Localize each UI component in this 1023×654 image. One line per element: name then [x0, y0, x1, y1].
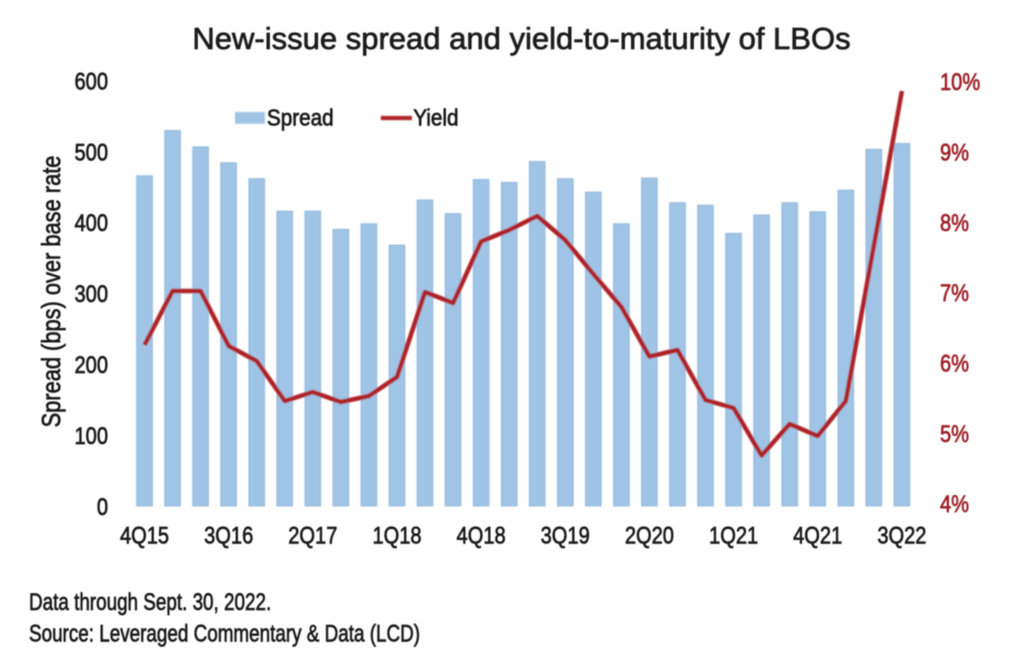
svg-text:Yield: Yield — [413, 105, 458, 131]
svg-text:7%: 7% — [940, 279, 969, 306]
svg-text:4Q21: 4Q21 — [793, 522, 842, 549]
svg-text:Data through Sept. 30, 2022.: Data through Sept. 30, 2022. — [29, 588, 271, 616]
svg-text:2Q17: 2Q17 — [288, 522, 337, 549]
svg-text:9%: 9% — [940, 139, 969, 166]
svg-text:300: 300 — [74, 280, 108, 307]
svg-text:400: 400 — [74, 209, 108, 236]
svg-text:4Q18: 4Q18 — [457, 522, 506, 549]
svg-text:0: 0 — [97, 493, 108, 520]
svg-text:10%: 10% — [940, 68, 980, 95]
svg-text:4Q15: 4Q15 — [120, 522, 169, 549]
svg-text:2Q20: 2Q20 — [625, 522, 674, 549]
svg-text:100: 100 — [74, 422, 108, 449]
svg-text:Source: Leveraged Commentary &: Source: Leveraged Commentary & Data (LCD… — [29, 619, 420, 647]
svg-text:1Q21: 1Q21 — [709, 522, 758, 549]
svg-text:3Q22: 3Q22 — [877, 522, 926, 549]
svg-text:4%: 4% — [940, 490, 969, 517]
svg-text:6%: 6% — [940, 350, 969, 377]
svg-text:500: 500 — [74, 138, 108, 165]
svg-text:200: 200 — [74, 351, 108, 378]
svg-text:8%: 8% — [940, 209, 969, 236]
svg-text:Spread (bps) over base rate: Spread (bps) over base rate — [37, 156, 66, 428]
svg-text:5%: 5% — [940, 420, 969, 447]
svg-text:New-issue spread and yield-to-: New-issue spread and yield-to-maturity o… — [192, 21, 850, 56]
svg-text:3Q19: 3Q19 — [541, 522, 590, 549]
svg-text:Spread: Spread — [267, 105, 334, 131]
svg-text:3Q16: 3Q16 — [204, 522, 253, 549]
svg-text:1Q18: 1Q18 — [372, 522, 421, 549]
svg-text:600: 600 — [74, 68, 108, 95]
